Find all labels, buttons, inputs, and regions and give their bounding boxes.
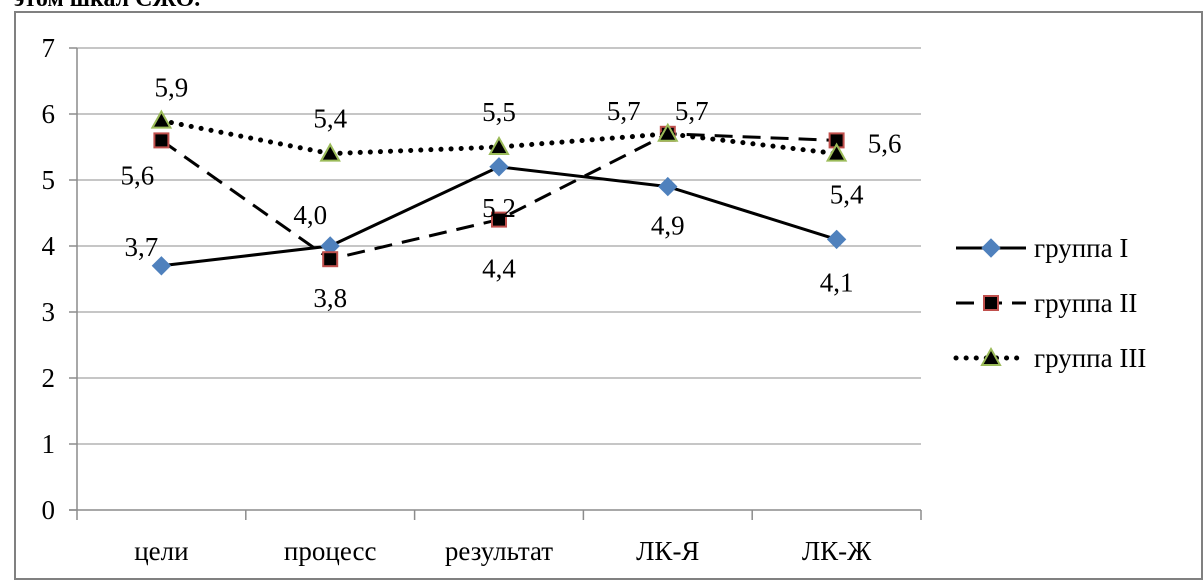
data-label-group-iii: 5,9 (155, 73, 189, 103)
data-point-group-ii (153, 132, 170, 149)
data-label-group-ii: 5,6 (121, 160, 155, 190)
data-label-group-iii: 5,4 (830, 180, 864, 210)
chart-grid (77, 47, 921, 445)
data-label-group-i: 3,7 (125, 232, 159, 262)
y-tick-label: 3 (42, 297, 56, 327)
data-point-group-iii (150, 109, 173, 129)
data-label-group-i: 4,9 (651, 211, 685, 241)
x-tick-label: цели (134, 536, 188, 566)
y-tick-label: 0 (42, 495, 56, 525)
data-point-group-ii (491, 211, 507, 228)
line-chart: 0 1 2 3 4 5 6 7 цели процесс результат ЛК-Я ЛК-Ж 3,7… (42, 33, 1147, 566)
data-point-group-i (489, 157, 509, 177)
chart-data-labels: 3,7 4,0 5,2 4,9 4,1 5,6 3,8 4,4 5,7 5,6 5,9 5,4 5,5 5… (121, 73, 902, 314)
legend-marker-group-ii (983, 295, 999, 311)
legend-label-group-iii: группа III (1034, 343, 1146, 373)
y-tick-label: 6 (42, 99, 56, 129)
chart-legend: группа I группа II группа III (953, 233, 1146, 373)
data-point-group-iii (657, 122, 679, 142)
data-point-group-iii (488, 135, 510, 155)
chart-series (150, 109, 848, 276)
data-point-group-iii (825, 142, 848, 162)
data-label-group-iii: 5,5 (482, 97, 516, 127)
data-point-group-i (826, 229, 847, 250)
y-tick-label: 7 (42, 33, 56, 63)
data-label-group-iii: 5,4 (313, 104, 347, 134)
data-label-group-ii: 3,8 (313, 283, 347, 313)
data-point-group-i (658, 176, 678, 197)
page-text-fragment: этом шкал СЖО. (14, 0, 200, 13)
chart-frame: 0 1 2 3 4 5 6 7 цели процесс результат ЛК-Я ЛК-Ж 3,7… (14, 11, 1203, 580)
legend-label-group-ii: группа II (1034, 288, 1137, 318)
legend-label-group-i: группа I (1034, 233, 1128, 263)
data-label-group-i: 4,0 (293, 200, 327, 230)
chart-axes: 0 1 2 3 4 5 6 7 цели процесс результат ЛК-Я ЛК-Ж (42, 33, 922, 566)
y-tick-label: 1 (42, 429, 56, 459)
data-point-group-iii (319, 142, 341, 162)
y-tick-label: 5 (42, 165, 56, 195)
data-label-group-i: 5,2 (482, 193, 516, 223)
data-label-group-ii: 5,6 (868, 128, 902, 158)
y-tick-label: 2 (42, 363, 56, 393)
data-label-group-i: 4,1 (820, 267, 854, 297)
x-tick-label: процесс (284, 536, 377, 566)
data-label-group-ii: 5,7 (607, 96, 641, 126)
x-tick-label: ЛК-Ж (802, 536, 872, 566)
y-tick-label: 4 (42, 231, 56, 261)
x-tick-label: ЛК-Я (636, 536, 699, 566)
legend-marker-group-iii (980, 346, 1002, 366)
data-label-group-iii: 5,7 (675, 96, 709, 126)
data-point-group-i (151, 256, 172, 276)
x-tick-label: результат (445, 536, 553, 566)
data-point-group-ii (322, 251, 339, 268)
legend-marker-group-i (981, 238, 1001, 258)
data-label-group-ii: 4,4 (482, 254, 516, 284)
